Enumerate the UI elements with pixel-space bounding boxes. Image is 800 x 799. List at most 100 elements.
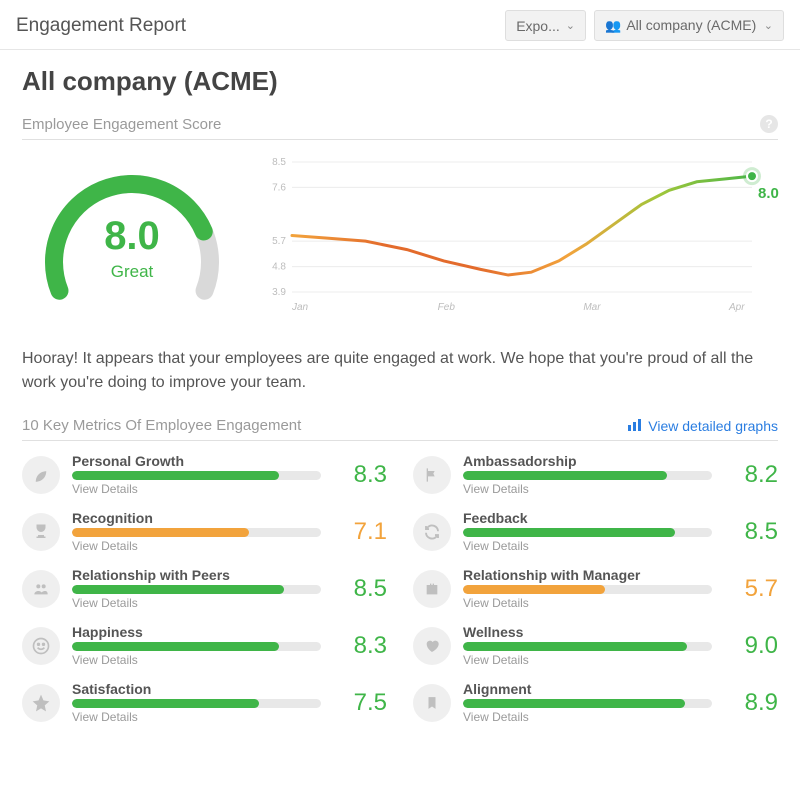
svg-text:Jan: Jan <box>291 302 309 313</box>
metric-score: 8.3 <box>331 461 387 489</box>
metric-score: 7.5 <box>331 689 387 717</box>
star-icon <box>22 684 60 722</box>
trophy-icon <box>22 513 60 551</box>
metric-bar <box>72 699 321 708</box>
smile-icon <box>22 627 60 665</box>
view-details-link[interactable]: View Details <box>463 710 712 724</box>
view-details-link[interactable]: View Details <box>72 482 321 496</box>
chart-icon <box>628 418 642 434</box>
metrics-grid: Personal Growth 8.3 View Details Ambassa… <box>22 453 778 724</box>
metric-bar-fill <box>463 699 685 708</box>
metric-score: 5.7 <box>722 575 778 603</box>
view-details-link[interactable]: View Details <box>72 596 321 610</box>
metric-name: Recognition <box>72 510 321 526</box>
metric-score: 8.5 <box>331 575 387 603</box>
metric-bar-fill <box>72 642 279 651</box>
engagement-section-title: Employee Engagement Score <box>22 116 221 133</box>
view-details-link[interactable]: View Details <box>463 539 712 553</box>
chevron-down-icon: ⌄ <box>566 19 575 32</box>
scope-dropdown[interactable]: 👥 All company (ACME) ⌄ <box>594 10 784 41</box>
view-details-link[interactable]: View Details <box>463 653 712 667</box>
gauge-value: 8.0 <box>22 214 242 259</box>
svg-text:8.0: 8.0 <box>758 185 779 202</box>
metric-name: Wellness <box>463 624 712 640</box>
metric-bar <box>463 699 712 708</box>
scope-text: All company (ACME) <box>626 17 756 33</box>
metric-name: Feedback <box>463 510 712 526</box>
gauge: 8.0 Great <box>22 152 242 302</box>
metric-name: Alignment <box>463 681 712 697</box>
view-details-link[interactable]: View Details <box>463 482 712 496</box>
refresh-icon <box>413 513 451 551</box>
metric-name: Relationship with Peers <box>72 567 321 583</box>
svg-text:3.9: 3.9 <box>272 287 286 298</box>
metric-bar-fill <box>72 585 284 594</box>
metric-bar-fill <box>463 528 675 537</box>
export-label: Expo... <box>516 18 560 34</box>
flag-icon <box>413 456 451 494</box>
metric-bar <box>463 642 712 651</box>
metric-item: Recognition 7.1 View Details <box>22 510 387 553</box>
metric-bar <box>463 471 712 480</box>
leaf-icon <box>22 456 60 494</box>
metric-item: Ambassadorship 8.2 View Details <box>413 453 778 496</box>
metric-bar <box>72 642 321 651</box>
metric-item: Satisfaction 7.5 View Details <box>22 681 387 724</box>
metric-name: Personal Growth <box>72 453 321 469</box>
bookmark-icon <box>413 684 451 722</box>
metric-item: Personal Growth 8.3 View Details <box>22 453 387 496</box>
metric-name: Happiness <box>72 624 321 640</box>
metric-item: Feedback 8.5 View Details <box>413 510 778 553</box>
view-details-link[interactable]: View Details <box>463 596 712 610</box>
heart-icon <box>413 627 451 665</box>
metric-bar <box>463 585 712 594</box>
metric-score: 8.3 <box>331 632 387 660</box>
page-title: Engagement Report <box>16 15 186 37</box>
topbar: Engagement Report Expo... ⌄ 👥 All compan… <box>0 0 800 50</box>
view-detailed-link[interactable]: View detailed graphs <box>628 418 778 434</box>
view-detailed-text: View detailed graphs <box>648 418 778 434</box>
metric-bar <box>72 471 321 480</box>
svg-text:8.5: 8.5 <box>272 157 286 168</box>
svg-text:Apr: Apr <box>728 302 745 313</box>
svg-text:7.6: 7.6 <box>272 182 286 193</box>
metric-score: 9.0 <box>722 632 778 660</box>
metric-score: 8.9 <box>722 689 778 717</box>
chevron-down-icon: ⌄ <box>764 19 773 32</box>
svg-text:4.8: 4.8 <box>272 262 286 273</box>
metric-item: Alignment 8.9 View Details <box>413 681 778 724</box>
metric-bar-fill <box>72 528 249 537</box>
metric-bar-fill <box>72 699 259 708</box>
metric-score: 7.1 <box>331 518 387 546</box>
metric-bar-fill <box>463 585 605 594</box>
metric-score: 8.5 <box>722 518 778 546</box>
export-dropdown[interactable]: Expo... ⌄ <box>505 10 586 41</box>
content: All company (ACME) Employee Engagement S… <box>0 50 800 744</box>
metric-item: Happiness 8.3 View Details <box>22 624 387 667</box>
engagement-header: Employee Engagement Score ? <box>22 115 778 140</box>
metrics-header: 10 Key Metrics Of Employee Engagement Vi… <box>22 417 778 441</box>
svg-text:Mar: Mar <box>583 302 601 313</box>
metric-bar-fill <box>463 642 687 651</box>
metric-bar <box>72 585 321 594</box>
metric-name: Satisfaction <box>72 681 321 697</box>
metric-bar-fill <box>463 471 667 480</box>
people-icon <box>22 570 60 608</box>
briefcase-icon <box>413 570 451 608</box>
company-title: All company (ACME) <box>22 66 778 97</box>
metric-score: 8.2 <box>722 461 778 489</box>
svg-text:5.7: 5.7 <box>272 236 286 247</box>
view-details-link[interactable]: View Details <box>72 653 321 667</box>
view-details-link[interactable]: View Details <box>72 539 321 553</box>
score-row: 8.0 Great 8.5 7.6 5.7 4.8 3.9 Jan Feb Mar Apr 8.0 <box>22 152 778 327</box>
metric-name: Ambassadorship <box>463 453 712 469</box>
summary-text: Hooray! It appears that your employees a… <box>22 347 778 395</box>
help-icon[interactable]: ? <box>760 115 778 133</box>
metrics-section-title: 10 Key Metrics Of Employee Engagement <box>22 417 301 434</box>
svg-text:Feb: Feb <box>438 302 456 313</box>
people-icon: 👥 <box>605 18 621 33</box>
view-details-link[interactable]: View Details <box>72 710 321 724</box>
topbar-controls: Expo... ⌄ 👥 All company (ACME) ⌄ <box>505 10 784 41</box>
metric-bar-fill <box>72 471 279 480</box>
gauge-label: Great <box>22 262 242 282</box>
